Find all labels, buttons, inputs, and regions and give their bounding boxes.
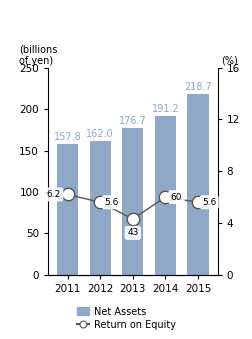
Bar [154, 116, 175, 275]
Text: 43: 43 [127, 228, 138, 237]
Text: 218.7: 218.7 [183, 82, 211, 92]
Text: 162.0: 162.0 [86, 128, 114, 139]
Text: 5.6: 5.6 [104, 198, 118, 207]
Text: 176.7: 176.7 [118, 116, 146, 126]
Legend: Net Assets, Return on Equity: Net Assets, Return on Equity [74, 304, 178, 333]
Text: (billions
of yen): (billions of yen) [19, 44, 57, 66]
Text: 5.6: 5.6 [201, 198, 215, 207]
Bar [122, 128, 143, 275]
Text: 191.2: 191.2 [151, 104, 178, 114]
Text: (%): (%) [220, 56, 237, 66]
Bar [89, 141, 110, 275]
Text: 157.8: 157.8 [53, 132, 81, 142]
Text: 60: 60 [170, 193, 181, 202]
Bar [187, 94, 208, 275]
Bar [57, 144, 78, 275]
Text: 6.2: 6.2 [46, 190, 61, 199]
